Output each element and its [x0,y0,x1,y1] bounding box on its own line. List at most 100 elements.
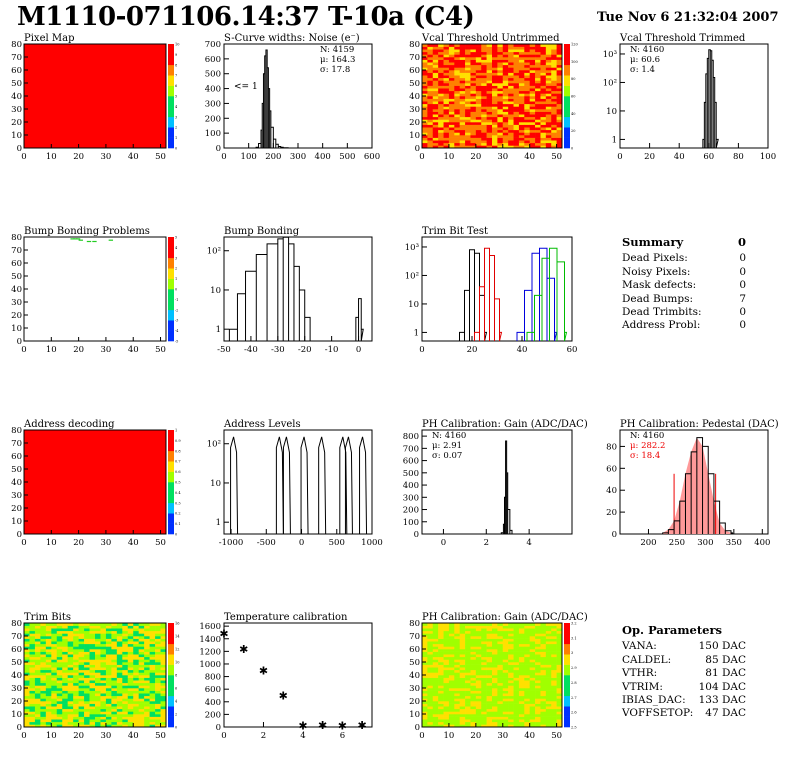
heatmap-cell [51,659,58,663]
heatmap-cell [95,659,101,663]
heatmap-cell [427,693,434,697]
y-tick-label: 1 [612,135,617,145]
heatmap-cell [34,623,41,626]
heatmap-cell [427,119,434,123]
y-tick-label: 10 [606,107,617,117]
heatmap-cell [518,685,525,689]
heatmap-cell [29,664,36,668]
heatmap-cell [105,669,112,673]
heatmap-cell [427,142,434,146]
heatmap-cell [486,724,493,728]
heatmap-cell [78,716,85,720]
heatmap-cell [502,664,509,668]
heatmap-cell [492,724,498,728]
heatmap-cell [556,122,563,125]
heatmap-cell [465,643,471,647]
heatmap-cell [45,659,52,663]
heatmap-cell [62,654,68,658]
heatmap-cell [438,669,444,673]
heatmap-cell [486,70,493,73]
heatmap-cell [551,59,557,63]
heatmap-cell [432,682,439,686]
heatmap-cell [529,667,536,671]
heatmap-cell [454,109,460,112]
heatmap-cell [535,129,541,133]
heatmap-cell [545,142,552,146]
color-bar-tick-label: -4 [175,329,179,333]
heatmap-cell [144,680,150,684]
heatmap-cell [518,649,525,652]
heatmap-cell [529,140,536,144]
heatmap-cell [34,721,41,725]
heatmap-cell [497,54,504,58]
heatmap-cell [448,706,455,710]
heatmap-cell [556,669,563,673]
heatmap-cell [40,662,47,665]
heatmap-cell [73,623,79,626]
y-tick-label: 1 [414,328,419,338]
heatmap-cell [67,698,74,702]
heatmap-cell [481,633,487,637]
color-bar-segment [564,633,570,645]
heatmap-cell [454,93,460,97]
scatter-point: ✱ [239,643,248,656]
heatmap-cell [73,721,79,725]
heatmap-cell [45,651,52,655]
heatmap-cell [545,662,552,665]
heatmap-cell [56,706,63,710]
heatmap-cell [529,127,536,131]
color-bar-tick-label: 1 [175,277,177,281]
heatmap-cell [427,62,434,66]
heatmap-cell [465,630,471,634]
heatmap-cell [422,643,428,647]
heatmap-cell [24,636,30,639]
heatmap-cell [122,628,129,632]
heatmap-cell [540,124,547,128]
heatmap-cell [62,693,68,697]
heatmap-cell [475,708,482,712]
heatmap-cell [111,641,118,645]
op-param-row: VTHR: 81 DAC [622,667,746,680]
heatmap-cell [40,669,47,673]
heatmap-cell [155,669,161,673]
heatmap-cell [502,127,509,131]
heatmap-cell [475,654,482,658]
op-param-label: CALDEL: [622,653,672,666]
heatmap-cell [432,51,439,55]
color-bar-segment [564,623,570,634]
heatmap-cell [551,132,557,136]
heatmap-cell [40,630,47,634]
heatmap-cell [470,680,477,684]
heatmap-cell [105,646,112,650]
heatmap-cell [529,83,536,86]
color-bar-segment [564,137,570,149]
heatmap-cell [122,625,129,629]
x-tick-label: -1000 [219,538,244,548]
y-tick-label: 0 [17,144,22,154]
heatmap-cell [34,690,41,694]
heatmap-cell [422,46,428,50]
heatmap-cell [513,132,520,136]
color-bar-segment [168,664,174,676]
heatmap-cell [105,656,112,660]
heatmap-cell [111,659,118,663]
heatmap-cell [508,646,514,650]
heatmap-cell [160,643,167,647]
heatmap-cell [551,714,557,717]
heatmap-cell [556,111,563,115]
heatmap-cell [475,701,482,704]
heatmap-cell [513,124,520,128]
y-tick-label: 30 [409,684,420,694]
heatmap-cell [443,46,450,50]
heatmap-cell [524,630,530,634]
heatmap-cell [513,685,520,689]
x-tick-label: 10 [444,152,455,162]
heatmap-cell [138,703,145,707]
stats-line: μ: 60.6 [630,55,660,65]
heatmap-cell [524,701,530,704]
heatmap-cell [518,651,525,655]
heatmap-cell [127,664,134,668]
heatmap-cell [133,672,139,676]
heatmap-cell [127,654,134,658]
heatmap-cell [105,680,112,684]
